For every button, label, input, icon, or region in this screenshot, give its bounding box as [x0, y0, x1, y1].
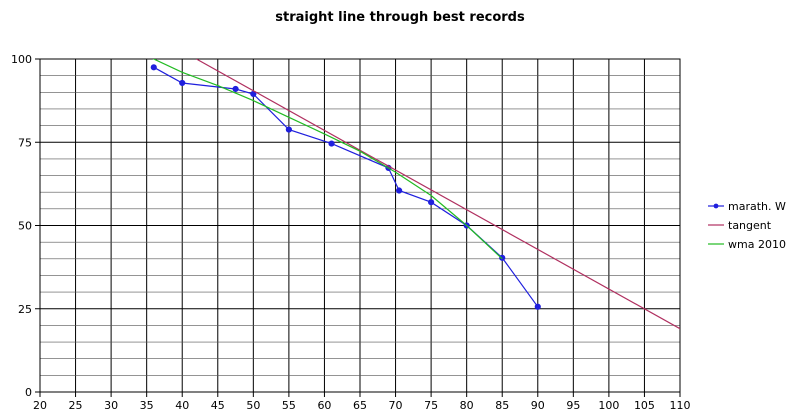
x-tick-label: 40 — [175, 399, 189, 412]
data-point-marath-w — [396, 187, 403, 194]
x-tick-label: 25 — [69, 399, 83, 412]
series-line-wma-2010 — [152, 59, 503, 260]
x-tick-label: 110 — [670, 399, 691, 412]
legend-label: tangent — [728, 219, 772, 232]
y-tick-label: 25 — [18, 303, 32, 316]
data-point-marath-w — [150, 64, 157, 71]
series-line-marath-w — [153, 66, 539, 308]
data-point-marath-w — [232, 85, 239, 93]
data-point-marath-w — [428, 199, 435, 206]
x-tick-label: 55 — [282, 399, 296, 412]
data-point-marath-w — [499, 254, 506, 261]
x-tick-label: 45 — [211, 399, 225, 412]
x-tick-label: 95 — [566, 399, 580, 412]
x-tick-label: 105 — [634, 399, 655, 412]
y-tick-label: 100 — [11, 53, 32, 66]
x-tick-label: 20 — [33, 399, 47, 412]
y-tick-label: 0 — [25, 386, 32, 399]
data-point-marath-w — [285, 126, 292, 133]
legend-label: marath. W — [728, 200, 786, 213]
series-line-tangent — [196, 59, 680, 330]
data-point-marath-w — [328, 140, 335, 147]
x-tick-label: 65 — [353, 399, 367, 412]
x-tick-label: 35 — [140, 399, 154, 412]
x-tick-label: 30 — [104, 399, 118, 412]
x-tick-label: 60 — [317, 399, 331, 412]
y-tick-label: 50 — [18, 220, 32, 233]
x-tick-label: 75 — [424, 399, 438, 412]
data-point-marath-w — [534, 303, 541, 310]
data-point-marath-w — [179, 79, 186, 87]
x-tick-label: 70 — [389, 399, 403, 412]
x-tick-label: 90 — [531, 399, 545, 412]
x-tick-label: 100 — [598, 399, 619, 412]
y-tick-label: 75 — [18, 136, 32, 149]
legend-label: wma 2010 — [728, 238, 786, 251]
x-tick-label: 85 — [495, 399, 509, 412]
x-tick-label: 80 — [460, 399, 474, 412]
legend-marker — [713, 203, 719, 209]
chart-title: straight line through best records — [275, 10, 525, 25]
x-tick-label: 50 — [246, 399, 260, 412]
